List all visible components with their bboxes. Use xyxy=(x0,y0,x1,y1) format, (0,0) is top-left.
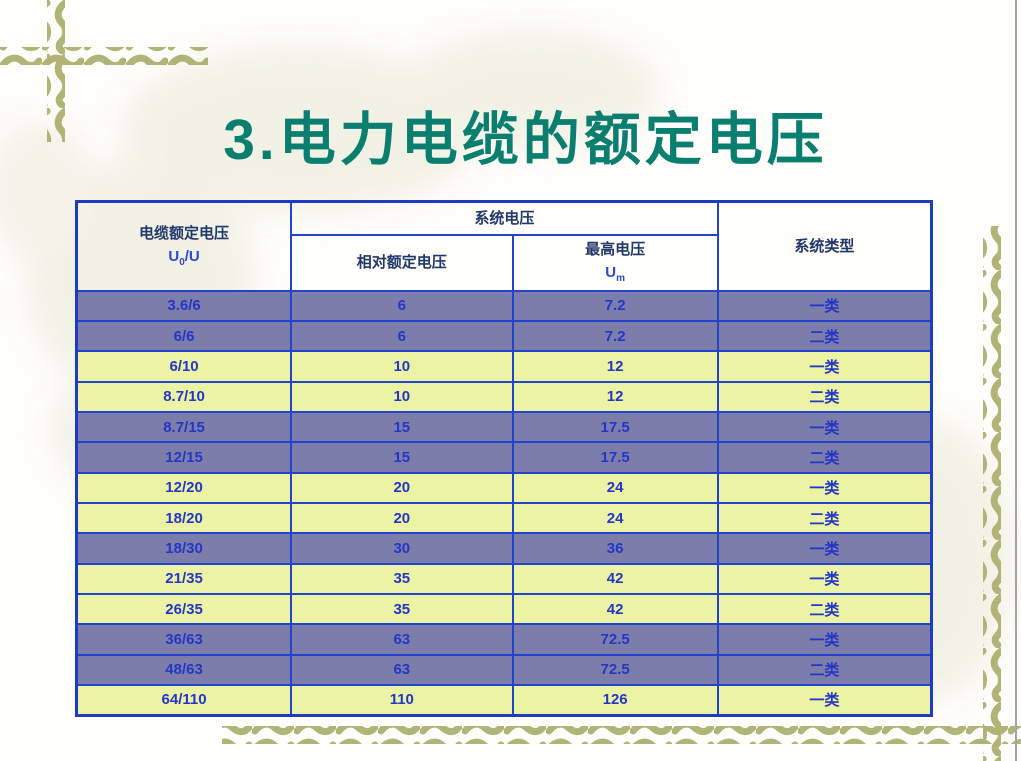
cell-relative-voltage: 20 xyxy=(290,501,514,535)
table-row: 36/63 63 72.5 一类 xyxy=(75,623,933,656)
cell-u0u: 12/15 xyxy=(75,441,293,474)
cell-relative-voltage: 35 xyxy=(290,562,514,595)
cell-system-type: 二类 xyxy=(716,653,933,686)
cell-system-type: 一类 xyxy=(716,350,933,383)
cell-system-type: 二类 xyxy=(716,592,933,626)
header-max-voltage: 最高电压 Um xyxy=(511,233,719,292)
cell-u0u: 26/35 xyxy=(75,592,293,626)
header-max-voltage-label: 最高电压 xyxy=(585,241,646,259)
cell-relative-voltage: 63 xyxy=(290,653,514,686)
header-cable-rated-voltage-label: 电缆额定电压 xyxy=(139,224,230,242)
table-row: 8.7/15 15 17.5 一类 xyxy=(75,410,933,444)
cell-u0u: 8.7/10 xyxy=(75,380,293,413)
cell-u0u: 6/6 xyxy=(75,319,293,353)
table-row: 8.7/10 10 12 二类 xyxy=(75,380,933,413)
cell-system-type: 一类 xyxy=(716,562,933,595)
cell-relative-voltage: 15 xyxy=(290,441,514,474)
cell-max-voltage: 126 xyxy=(511,683,719,717)
header-sub-row: 相对额定电压 最高电压 Um xyxy=(77,233,932,292)
cell-max-voltage: 24 xyxy=(511,501,719,535)
cell-system-type: 二类 xyxy=(716,501,933,535)
cell-system-type: 一类 xyxy=(716,410,933,444)
table-row: 6/10 10 12 一类 xyxy=(75,350,933,383)
table-row: 64/110 110 126 一类 xyxy=(75,683,933,717)
cell-system-type: 一类 xyxy=(716,683,933,717)
cell-system-type: 二类 xyxy=(716,319,933,353)
cell-relative-voltage: 63 xyxy=(290,623,514,656)
cell-relative-voltage: 10 xyxy=(290,350,514,383)
cable-voltage-symbol: U0/U xyxy=(168,248,200,269)
header-group-row: 电缆额定电压 U0/U 系统电压 系统类型 xyxy=(75,200,933,292)
table-row: 18/20 20 24 二类 xyxy=(75,501,933,535)
cell-relative-voltage: 20 xyxy=(290,471,514,504)
cell-system-type: 二类 xyxy=(716,380,933,413)
cell-max-voltage: 7.2 xyxy=(511,289,719,322)
cell-relative-voltage: 10 xyxy=(290,380,514,413)
header-cable-rated-voltage: 电缆额定电压 U0/U xyxy=(75,200,293,292)
cell-max-voltage: 42 xyxy=(511,562,719,595)
slide-title: 3.电力电缆的额定电压 xyxy=(223,108,828,172)
rated-voltage-table: 电缆额定电压 U0/U 系统电压 系统类型 相对额定电压 最高电压 Um 3.6… xyxy=(75,200,933,717)
table-row: 6/6 6 7.2 二类 xyxy=(75,319,933,353)
cell-max-voltage: 72.5 xyxy=(511,623,719,656)
table-row: 3.6/6 6 7.2 一类 xyxy=(75,289,933,322)
cell-max-voltage: 7.2 xyxy=(511,319,719,353)
cell-u0u: 18/30 xyxy=(75,532,293,565)
cell-u0u: 48/63 xyxy=(75,653,293,686)
table-row: 18/30 30 36 一类 xyxy=(75,532,933,565)
cell-u0u: 21/35 xyxy=(75,562,293,595)
cell-system-type: 一类 xyxy=(716,471,933,504)
cell-relative-voltage: 35 xyxy=(290,592,514,626)
cell-max-voltage: 36 xyxy=(511,532,719,565)
cell-relative-voltage: 110 xyxy=(290,683,514,717)
header-system-voltage-group: 系统电压 xyxy=(290,200,719,236)
table-row: 12/15 15 17.5 二类 xyxy=(75,441,933,474)
cell-max-voltage: 24 xyxy=(511,471,719,504)
cell-u0u: 6/10 xyxy=(75,350,293,383)
cell-relative-voltage: 30 xyxy=(290,532,514,565)
header-system-type: 系统类型 xyxy=(716,200,933,292)
cell-u0u: 12/20 xyxy=(75,471,293,504)
cell-u0u: 3.6/6 xyxy=(75,289,293,322)
table-row: 12/20 20 24 一类 xyxy=(75,471,933,504)
cell-max-voltage: 17.5 xyxy=(511,410,719,444)
cell-u0u: 8.7/15 xyxy=(75,410,293,444)
cell-u0u: 36/63 xyxy=(75,623,293,656)
cell-u0u: 64/110 xyxy=(75,683,293,717)
cell-relative-voltage: 6 xyxy=(290,319,514,353)
cell-max-voltage: 72.5 xyxy=(511,653,719,686)
cell-system-type: 二类 xyxy=(716,441,933,474)
table-row: 26/35 35 42 二类 xyxy=(75,592,933,626)
cell-max-voltage: 17.5 xyxy=(511,441,719,474)
cell-u0u: 18/20 xyxy=(75,501,293,535)
cell-max-voltage: 12 xyxy=(511,380,719,413)
cell-relative-voltage: 6 xyxy=(290,289,514,322)
cell-relative-voltage: 15 xyxy=(290,410,514,444)
cell-system-type: 一类 xyxy=(716,289,933,322)
max-voltage-symbol: Um xyxy=(605,264,625,285)
cell-max-voltage: 12 xyxy=(511,350,719,383)
cell-max-voltage: 42 xyxy=(511,592,719,626)
table-row: 21/35 35 42 一类 xyxy=(75,562,933,595)
cell-system-type: 一类 xyxy=(716,623,933,656)
table-row: 48/63 63 72.5 二类 xyxy=(75,653,933,686)
header-relative-rated-voltage: 相对额定电压 xyxy=(290,233,514,292)
cell-system-type: 一类 xyxy=(716,532,933,565)
